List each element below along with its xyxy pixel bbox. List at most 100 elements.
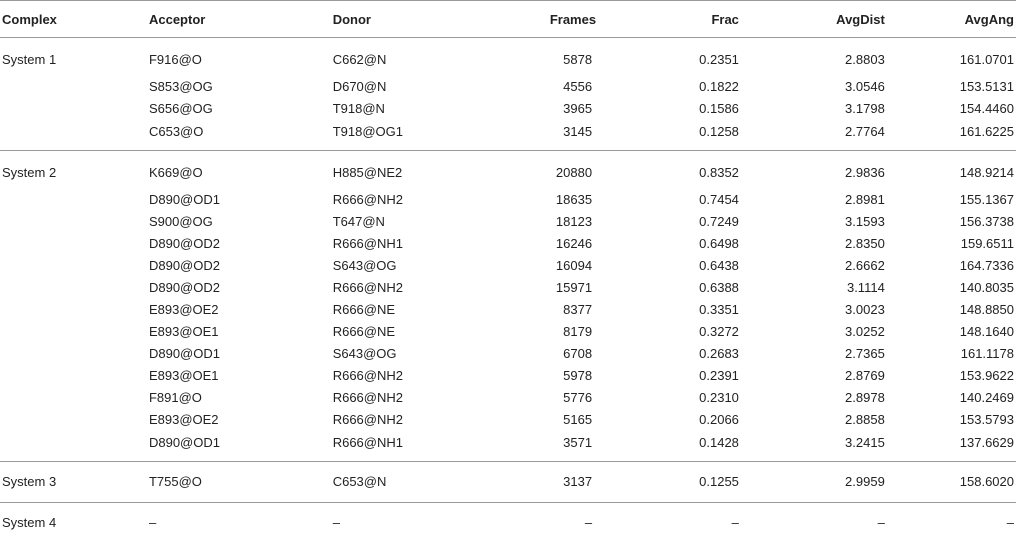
cell-acceptor: T755@O [149,462,333,503]
cell-donor: R666@NE [333,299,497,321]
cell-complex: System 2 [0,151,149,189]
cell-donor: T918@N [333,98,497,120]
cell-avgang: 156.3738 [885,211,1016,233]
cell-donor: S643@OG [333,255,497,277]
cell-complex [0,189,149,211]
cell-avgdist: 2.8803 [739,38,885,77]
table-row: System 4–––––– [0,503,1016,543]
cell-complex: System 1 [0,38,149,77]
header-acceptor: Acceptor [149,1,333,38]
cell-avgdist: 2.8978 [739,387,885,409]
cell-frames: 20880 [497,151,596,189]
cell-avgdist: 3.1593 [739,211,885,233]
header-row: Complex Acceptor Donor Frames Frac AvgDi… [0,1,1016,38]
cell-frac: 0.6388 [596,277,739,299]
cell-frac: 0.2391 [596,365,739,387]
cell-complex [0,343,149,365]
cell-frames: 8377 [497,299,596,321]
cell-acceptor: E893@OE1 [149,365,333,387]
cell-complex [0,233,149,255]
cell-avgang: 161.0701 [885,38,1016,77]
cell-acceptor: F916@O [149,38,333,77]
cell-complex [0,321,149,343]
cell-avgdist: 2.7365 [739,343,885,365]
cell-complex: System 3 [0,462,149,503]
cell-frac: 0.2310 [596,387,739,409]
cell-frames: 8179 [497,321,596,343]
header-avgang: AvgAng [885,1,1016,38]
cell-avgang: 140.2469 [885,387,1016,409]
cell-avgdist: 3.1114 [739,277,885,299]
cell-donor: H885@NE2 [333,151,497,189]
cell-donor: R666@NH1 [333,233,497,255]
cell-avgdist: 2.6662 [739,255,885,277]
cell-frac: 0.2351 [596,38,739,77]
cell-acceptor: D890@OD1 [149,343,333,365]
cell-avgdist: – [739,503,885,543]
cell-complex [0,120,149,151]
cell-frac: 0.1586 [596,98,739,120]
cell-avgang: 161.1178 [885,343,1016,365]
cell-complex [0,211,149,233]
cell-frames: 5978 [497,365,596,387]
cell-avgang: 161.6225 [885,120,1016,151]
cell-donor: C653@N [333,462,497,503]
cell-frac: 0.6498 [596,233,739,255]
header-frames: Frames [497,1,596,38]
cell-frac: 0.1255 [596,462,739,503]
cell-acceptor: F891@O [149,387,333,409]
cell-acceptor: D890@OD1 [149,431,333,462]
cell-complex: System 4 [0,503,149,543]
cell-frames: 3965 [497,98,596,120]
cell-frames: 18123 [497,211,596,233]
cell-donor: R666@NH2 [333,277,497,299]
cell-avgdist: 3.2415 [739,431,885,462]
cell-avgdist: 2.7764 [739,120,885,151]
cell-frames: 15971 [497,277,596,299]
cell-complex [0,98,149,120]
cell-complex [0,299,149,321]
cell-avgdist: 2.8350 [739,233,885,255]
cell-frac: 0.1428 [596,431,739,462]
cell-acceptor: S853@OG [149,76,333,98]
cell-avgang: 153.5131 [885,76,1016,98]
cell-avgang: 148.8850 [885,299,1016,321]
cell-avgang: 155.1367 [885,189,1016,211]
cell-frames: 6708 [497,343,596,365]
cell-avgang: 153.9622 [885,365,1016,387]
cell-avgdist: 3.0023 [739,299,885,321]
cell-donor: – [333,503,497,543]
cell-acceptor: E893@OE1 [149,321,333,343]
header-complex: Complex [0,1,149,38]
cell-acceptor: E893@OE2 [149,409,333,431]
header-donor: Donor [333,1,497,38]
cell-frac: 0.2683 [596,343,739,365]
cell-acceptor: K669@O [149,151,333,189]
cell-complex [0,255,149,277]
cell-avgdist: 3.0252 [739,321,885,343]
cell-avgang: 148.1640 [885,321,1016,343]
cell-frac: 0.7454 [596,189,739,211]
cell-frames: 16094 [497,255,596,277]
cell-frames: 18635 [497,189,596,211]
cell-avgdist: 2.8769 [739,365,885,387]
cell-avgdist: 2.9836 [739,151,885,189]
cell-acceptor: D890@OD2 [149,233,333,255]
header-frac: Frac [596,1,739,38]
cell-frac: 0.1258 [596,120,739,151]
cell-frames: – [497,503,596,543]
cell-frac: 0.3272 [596,321,739,343]
cell-acceptor: S656@OG [149,98,333,120]
cell-frac: 0.3351 [596,299,739,321]
cell-avgang: 158.6020 [885,462,1016,503]
